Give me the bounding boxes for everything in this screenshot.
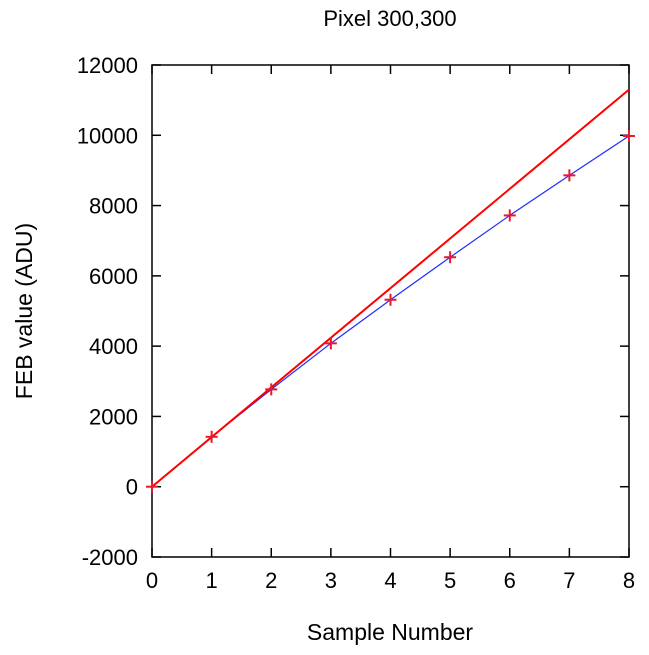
data-point: [623, 129, 635, 142]
data-point: [444, 251, 457, 264]
y-axis-label: FEB value (ADU): [11, 223, 37, 399]
series-line-2: [151, 88, 630, 488]
x-tick-label: 0: [146, 568, 158, 593]
data-point: [384, 293, 397, 306]
x-tick-label: 7: [563, 568, 575, 593]
x-tick-label: 8: [623, 568, 635, 593]
plot-frame: [151, 64, 630, 558]
y-tick-label: 4000: [89, 334, 138, 359]
data-point: [265, 383, 278, 396]
x-tick-label: 3: [325, 568, 337, 593]
y-tick-label: 6000: [89, 264, 138, 289]
x-tick-label: 4: [384, 568, 396, 593]
y-tick-label: 10000: [77, 123, 138, 148]
data-point: [146, 480, 158, 493]
x-tick-label: 1: [206, 568, 218, 593]
x-axis-label: Sample Number: [307, 619, 474, 645]
chart-title: Pixel 300,300: [323, 6, 456, 31]
data-point: [324, 337, 337, 350]
x-tick-label: 5: [444, 568, 456, 593]
x-tick-label: 6: [504, 568, 516, 593]
data-point: [205, 430, 218, 443]
y-tick-label: 8000: [89, 194, 138, 219]
data-point: [503, 209, 516, 222]
y-tick-label: 2000: [89, 404, 138, 429]
axis-ticks: 0 1 2 3 4 5 6 7 8 -2000 0 2000 4000 6000 8000 10000 1200…: [77, 53, 635, 593]
y-tick-label: -2000: [82, 545, 138, 570]
chart-marks: [146, 88, 635, 493]
y-tick-label: 0: [126, 475, 138, 500]
series-line-1: [151, 135, 630, 488]
x-tick-label: 2: [265, 568, 277, 593]
y-tick-label: 12000: [77, 53, 138, 78]
data-point: [563, 169, 576, 182]
